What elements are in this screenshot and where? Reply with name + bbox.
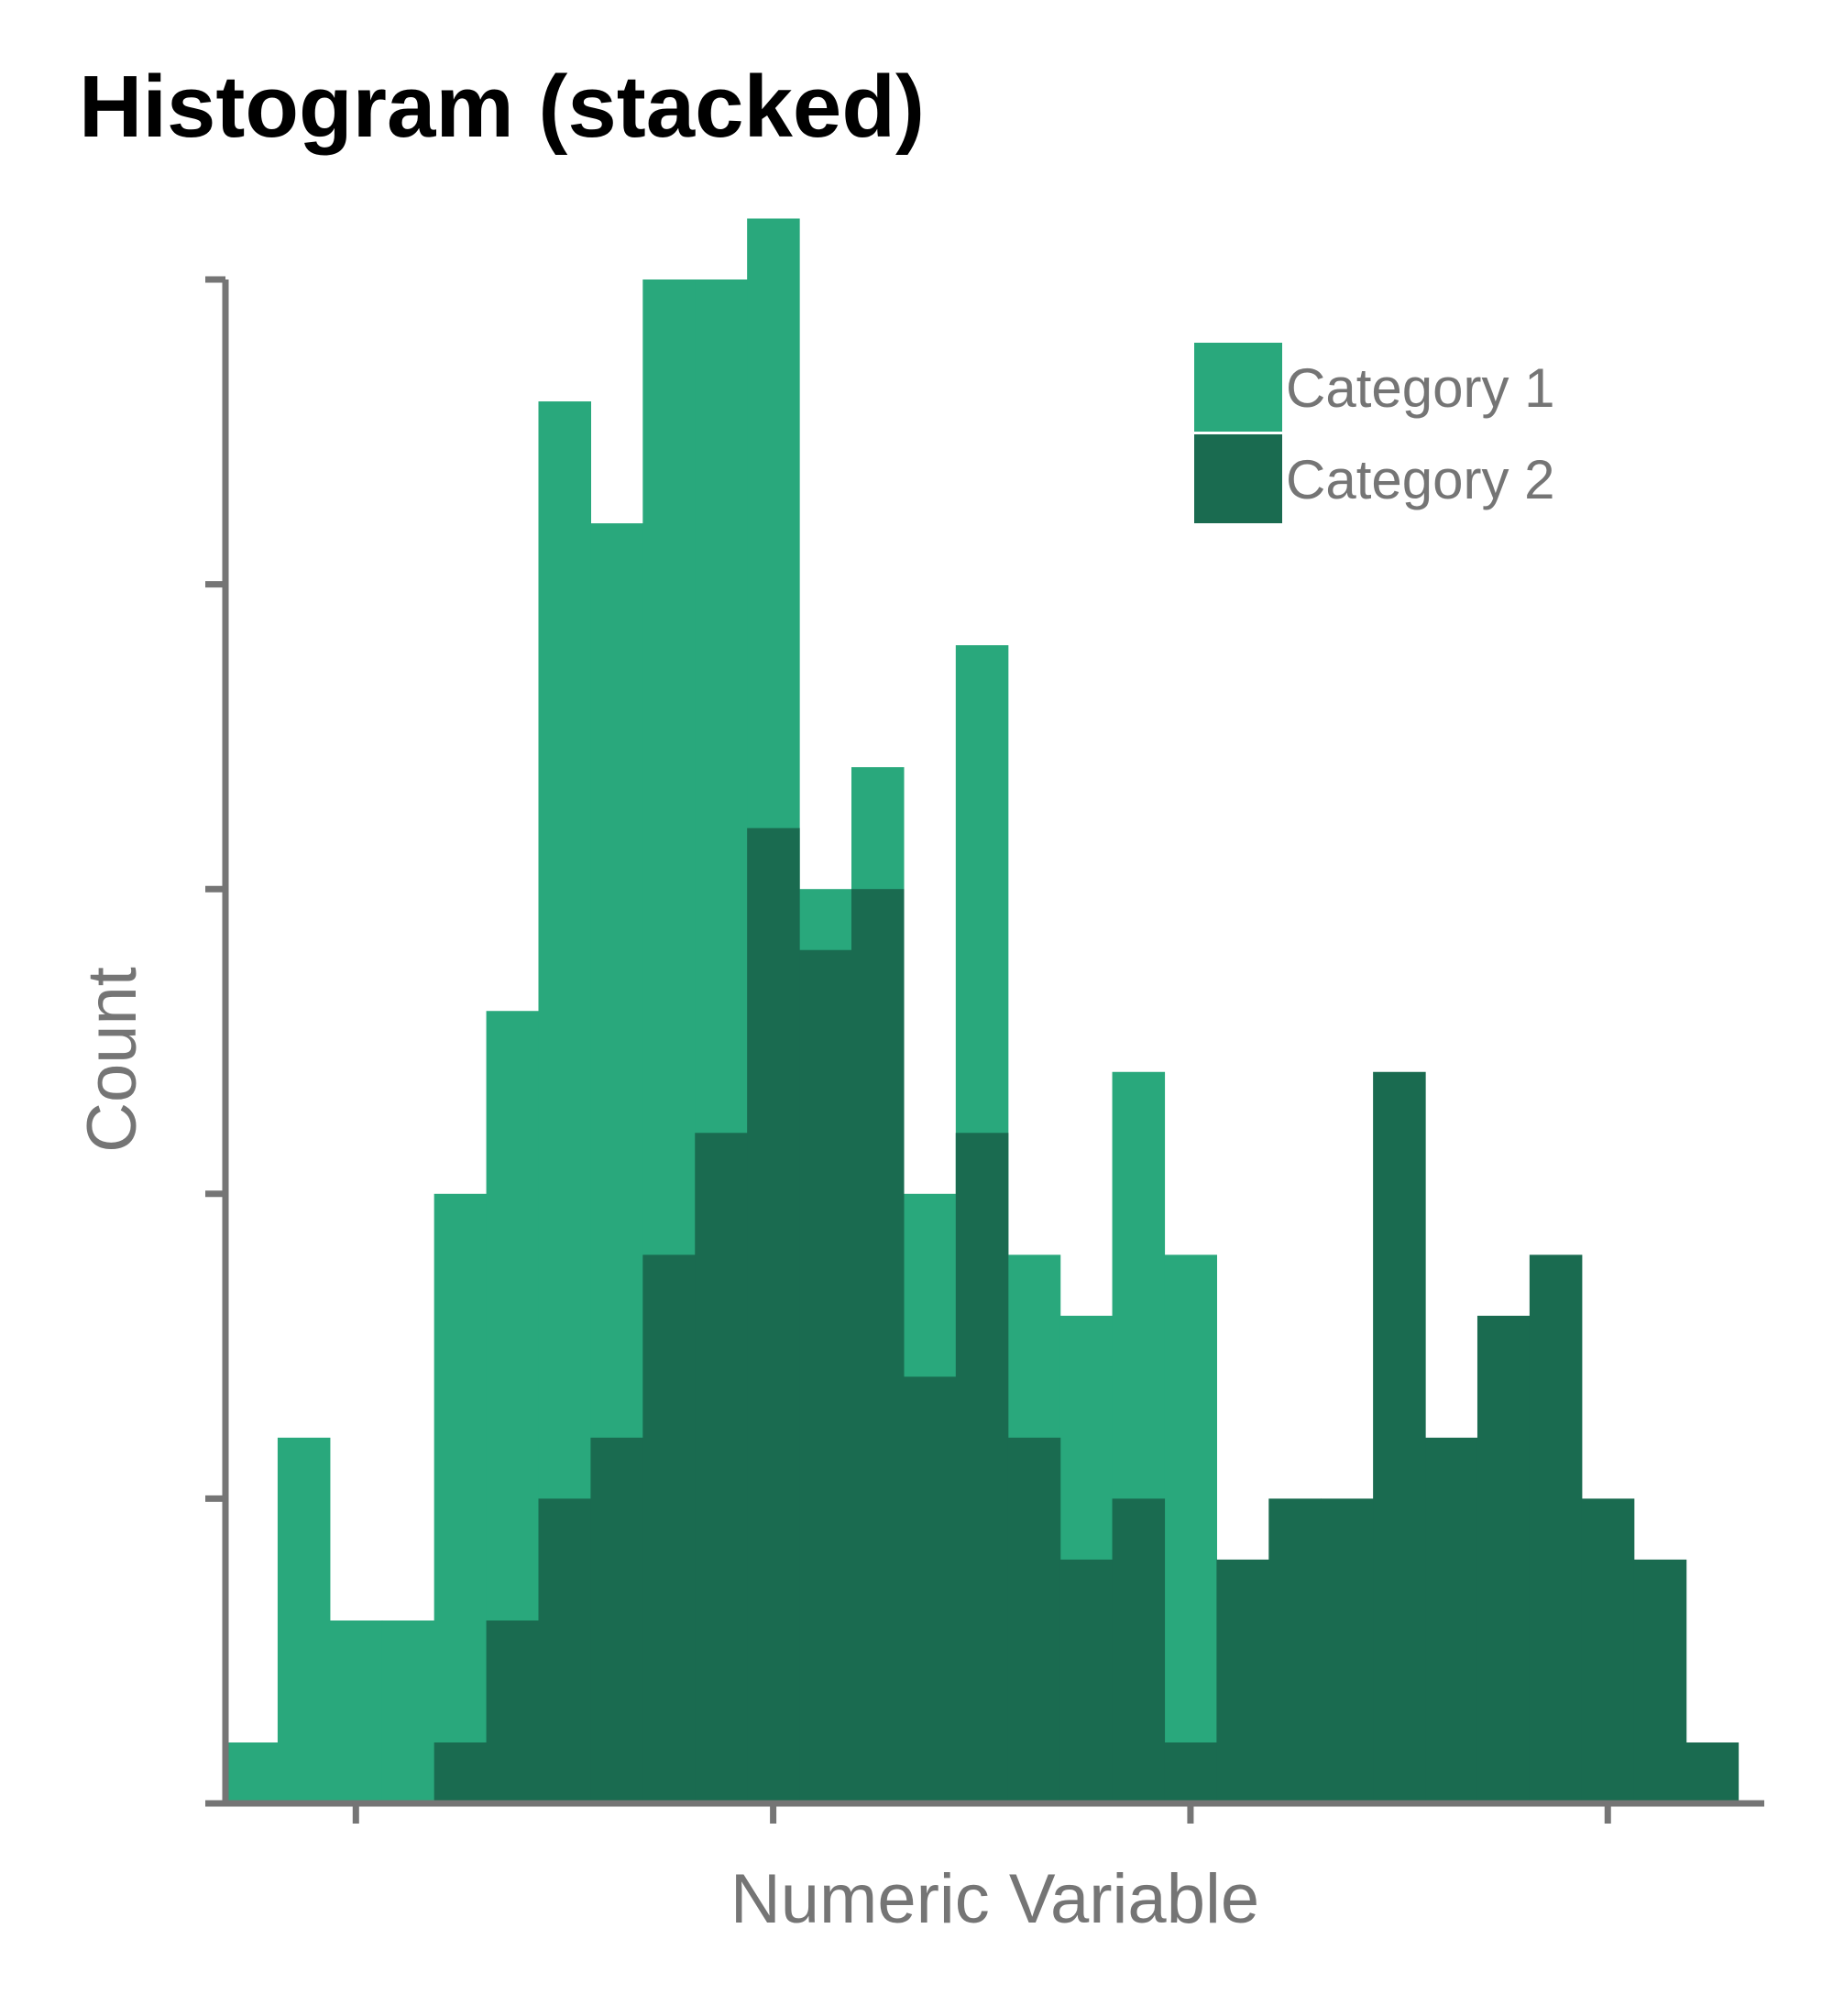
bar-category-2-bin-27 [1633,1559,1687,1803]
bar-category-2-bin-10 [747,827,800,1804]
series-category-2-bars [434,827,1740,1804]
bar-category-2-bin-18 [1164,1742,1217,1803]
bar-category-2-bin-13 [903,1376,957,1803]
bar-category-2-bin-17 [1112,1498,1166,1803]
bar-category-2-bin-4 [434,1742,488,1803]
bar-category-2-bin-6 [538,1498,592,1803]
y-axis-label: Count [73,967,151,1153]
bar-category-2-bin-28 [1685,1742,1740,1803]
bar-category-1-bin-3 [381,1620,435,1803]
bar-category-2-bin-5 [486,1620,540,1803]
legend-swatch-category-1 [1194,343,1282,432]
legend: Category 1 Category 2 [1194,343,1555,523]
bar-category-1-bin-1 [277,1437,331,1803]
bar-category-2-bin-8 [642,1255,696,1803]
bar-category-1-bin-2 [329,1620,383,1803]
legend-label-category-1: Category 1 [1286,357,1555,419]
bar-category-2-bin-22 [1373,1071,1426,1803]
x-axis-label: Numeric Variable [730,1860,1259,1938]
bar-category-1-bin-4 [434,1193,488,1803]
bar-category-1-bin-18 [1164,1255,1217,1803]
bar-category-2-bin-26 [1581,1498,1635,1803]
legend-label-category-2: Category 2 [1286,449,1555,510]
bar-category-2-bin-21 [1321,1498,1374,1803]
chart-title: Histogram (stacked) [79,58,925,156]
bar-category-2-bin-7 [590,1437,643,1803]
bar-category-2-bin-12 [851,889,905,1803]
bar-category-1-bin-0 [225,1742,279,1803]
axes [205,276,1764,1824]
bar-category-2-bin-15 [1007,1437,1061,1803]
bar-category-2-bin-16 [1059,1559,1114,1803]
bar-category-2-bin-9 [695,1133,748,1803]
bar-category-2-bin-14 [955,1133,1009,1803]
bar-category-2-bin-25 [1529,1255,1583,1803]
bar-category-2-bin-24 [1476,1315,1531,1803]
bar-category-2-bin-11 [799,949,852,1803]
legend-swatch-category-2 [1194,434,1282,523]
bar-category-2-bin-20 [1268,1498,1322,1803]
bar-category-2-bin-23 [1425,1437,1478,1803]
bar-category-2-bin-19 [1216,1559,1269,1803]
